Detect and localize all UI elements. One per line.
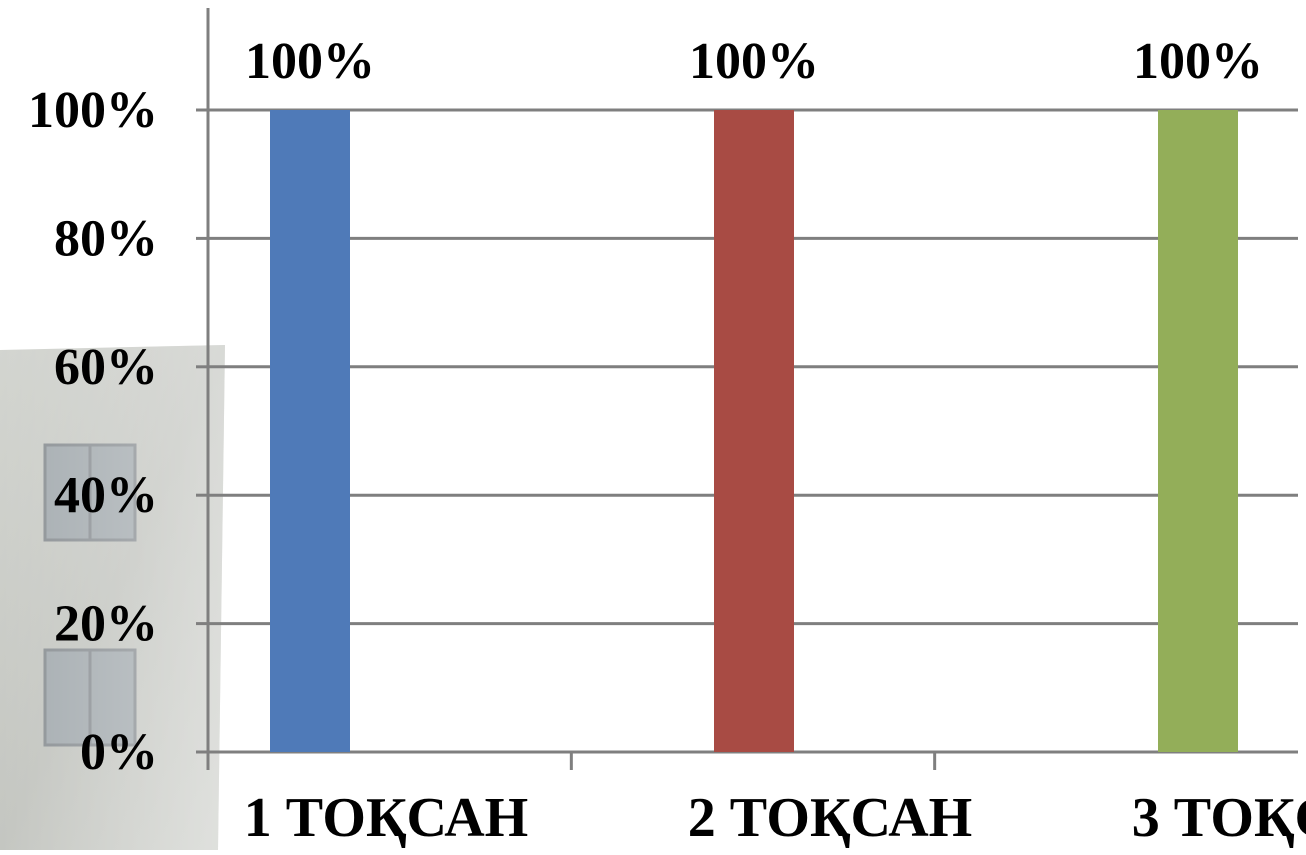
data-label: 100%	[245, 33, 375, 90]
bar	[1158, 110, 1238, 752]
x-tick-labels: 1 ТОҚСАН 2 ТОҚСАН 3 ТОҚСАН	[244, 787, 1306, 849]
bar	[714, 110, 794, 752]
bars	[270, 110, 1238, 752]
y-tick-label: 20%	[54, 596, 158, 653]
data-label: 100%	[1133, 33, 1263, 90]
y-tick-label: 80%	[54, 210, 158, 267]
background-photo	[0, 345, 225, 850]
y-tick-labels: 0% 20% 40% 60% 80% 100%	[28, 82, 158, 781]
y-tick-label: 0%	[80, 724, 158, 781]
y-tick-label: 60%	[54, 339, 158, 396]
background-fade	[0, 345, 225, 850]
y-tick-label: 40%	[54, 467, 158, 524]
bar	[270, 110, 350, 752]
data-labels: 100% 100% 100%	[245, 33, 1263, 90]
x-tick-label: 3 ТОҚСАН	[1132, 787, 1306, 849]
x-tick-label: 1 ТОҚСАН	[244, 787, 528, 849]
data-label: 100%	[689, 33, 819, 90]
y-tick-label: 100%	[28, 82, 158, 139]
x-tick-label: 2 ТОҚСАН	[688, 787, 972, 849]
